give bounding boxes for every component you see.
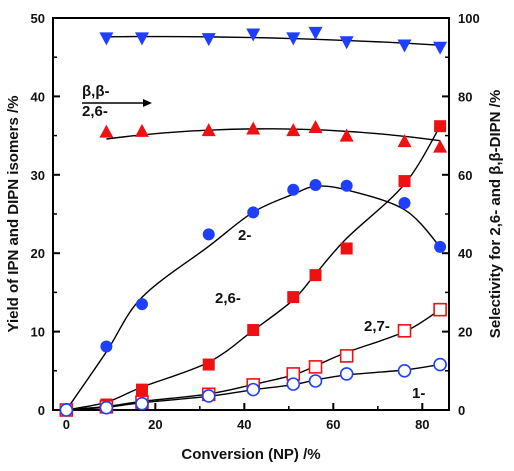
marker-series2-point bbox=[135, 298, 148, 311]
x-tick-label: 0 bbox=[63, 417, 70, 432]
marker-series3-point bbox=[287, 291, 300, 304]
marker-series4-point bbox=[308, 360, 323, 374]
marker-series2-point bbox=[340, 179, 353, 192]
marker-series1-point bbox=[308, 119, 323, 133]
x-axis-title: Conversion (NP) /% bbox=[181, 446, 320, 463]
marker-series4-point bbox=[433, 302, 447, 317]
marker-series5-point bbox=[201, 389, 216, 403]
marker-series5-point bbox=[99, 400, 114, 415]
marker-series2-point bbox=[398, 197, 411, 210]
marker-series5-point bbox=[286, 377, 301, 391]
fit-curves bbox=[65, 35, 441, 411]
marker-series5-point bbox=[135, 396, 149, 411]
marker-series0-point bbox=[246, 28, 261, 42]
marker-series1-point bbox=[246, 121, 261, 135]
marker-series0-point bbox=[286, 32, 301, 46]
axes: 0 20 40 60 80 0 10 20 30 40 50 0 20 40 60 80 100 bbox=[31, 11, 480, 432]
y-left-tick-label: 20 bbox=[31, 246, 45, 261]
fit-curve-2 bbox=[65, 185, 441, 411]
marker-series1-point bbox=[339, 128, 354, 142]
marker-series5-point bbox=[433, 357, 447, 372]
fit-curve-4 bbox=[66, 309, 441, 411]
marker-series3-point bbox=[247, 324, 260, 337]
marker-series3-point bbox=[398, 175, 411, 188]
marker-series2-point bbox=[202, 228, 215, 241]
marker-series5-point bbox=[397, 363, 412, 378]
annotation-bb-label: β,β- bbox=[82, 83, 109, 100]
marker-series1-point bbox=[134, 123, 149, 137]
marker-series4-point bbox=[339, 349, 354, 363]
marker-series1-point bbox=[397, 134, 412, 148]
y-right-tick-label: 40 bbox=[458, 246, 472, 261]
fit-curve-1 bbox=[106, 128, 441, 142]
marker-series5-point bbox=[339, 367, 354, 381]
y-left-tick-label: 0 bbox=[38, 403, 45, 418]
annotation-arrow-head bbox=[143, 99, 152, 107]
marker-series5-point bbox=[246, 382, 261, 397]
marker-series0-point bbox=[308, 26, 323, 40]
marker-series2-point bbox=[247, 206, 260, 219]
annotation-27-label: 2,7- bbox=[364, 318, 390, 335]
marker-series3-point bbox=[434, 120, 447, 133]
y-left-tick-label: 10 bbox=[31, 325, 45, 340]
y-right-tick-label: 20 bbox=[458, 325, 472, 340]
marker-series0-point bbox=[433, 41, 448, 55]
annotation-26-yield-label: 2,6- bbox=[215, 290, 241, 307]
fit-curve-0 bbox=[106, 35, 441, 46]
labels: Conversion (NP) /% Yield of IPN and DIPN… bbox=[5, 83, 504, 463]
marker-series1-point bbox=[433, 139, 448, 153]
annotation-26-selectivity-label: 2,6- bbox=[82, 103, 108, 120]
marker-series0-point bbox=[134, 32, 149, 46]
marker-series2-point bbox=[434, 240, 447, 253]
data-markers bbox=[59, 26, 448, 417]
x-tick-label: 80 bbox=[415, 417, 429, 432]
marker-series1-point bbox=[286, 123, 301, 137]
marker-series1-point bbox=[99, 124, 114, 138]
marker-series3-point bbox=[202, 358, 215, 371]
marker-series2-point bbox=[100, 340, 113, 353]
y-right-tick-label: 80 bbox=[458, 89, 472, 104]
marker-series0-point bbox=[201, 33, 216, 47]
marker-series0-point bbox=[99, 32, 114, 46]
marker-series2-point bbox=[309, 178, 322, 191]
marker-series0-point bbox=[339, 36, 354, 50]
fit-curve-5 bbox=[66, 363, 441, 411]
marker-series0-point bbox=[397, 39, 412, 53]
y-axis-right-title: Selectivity for 2,6- and β,β-DIPN /% bbox=[487, 90, 504, 338]
y-right-tick-label: 0 bbox=[458, 403, 465, 418]
y-right-tick-label: 60 bbox=[458, 168, 472, 183]
marker-series5-point bbox=[59, 403, 74, 417]
y-right-tick-label: 100 bbox=[458, 11, 480, 26]
annotation-1-label: 1- bbox=[412, 385, 425, 402]
y-left-tick-label: 40 bbox=[31, 89, 45, 104]
marker-series3-point bbox=[340, 242, 353, 255]
marker-series5-point bbox=[308, 374, 323, 388]
marker-series4-point bbox=[397, 324, 412, 338]
marker-series1-point bbox=[201, 123, 216, 137]
fit-curve-3 bbox=[66, 125, 441, 411]
x-tick-label: 60 bbox=[326, 417, 340, 432]
marker-series2-point bbox=[287, 183, 300, 196]
y-left-tick-label: 30 bbox=[31, 168, 45, 183]
marker-series3-point bbox=[135, 383, 148, 396]
annotation-2-label: 2- bbox=[238, 227, 251, 244]
x-tick-label: 20 bbox=[148, 417, 162, 432]
marker-series3-point bbox=[309, 269, 322, 282]
x-tick-label: 40 bbox=[237, 417, 251, 432]
y-left-tick-label: 50 bbox=[31, 11, 45, 26]
y-axis-left-title: Yield of IPN and DIPN isomers /% bbox=[5, 96, 22, 333]
